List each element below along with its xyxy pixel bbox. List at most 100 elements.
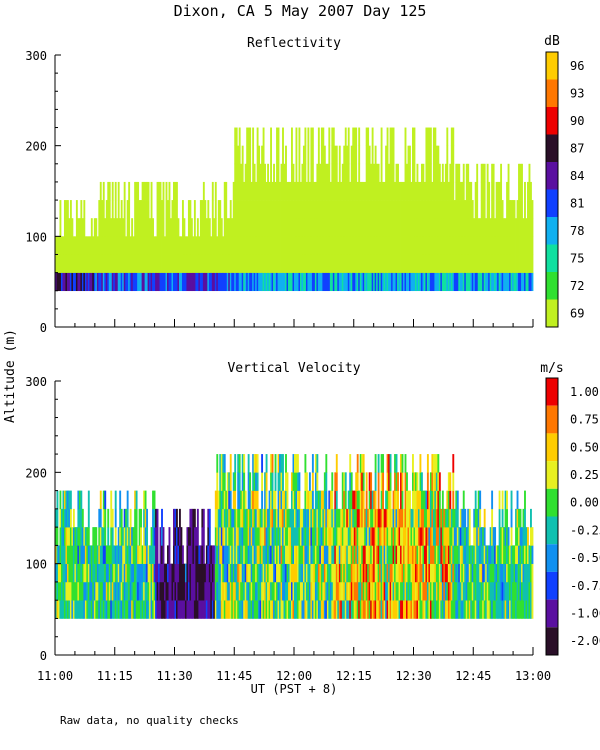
data-cell	[274, 545, 277, 564]
data-cell	[240, 545, 243, 564]
data-column	[525, 218, 528, 292]
data-cell	[84, 272, 87, 292]
data-cell	[450, 508, 453, 528]
data-cell	[435, 527, 438, 546]
data-cell	[458, 236, 461, 255]
data-cell	[84, 527, 87, 546]
data-cell	[147, 272, 150, 292]
data-cell	[400, 454, 402, 473]
data-cell	[111, 218, 114, 237]
data-cell	[294, 181, 296, 201]
data-cell	[232, 181, 235, 201]
data-column	[231, 218, 234, 292]
data-cell	[352, 254, 355, 273]
y-tick-label: 0	[40, 321, 47, 335]
data-cell	[325, 454, 328, 473]
data-cell	[234, 490, 237, 510]
data-cell	[482, 200, 485, 219]
data-column	[308, 472, 311, 619]
data-cell	[337, 600, 340, 619]
data-column	[57, 545, 60, 619]
data-cell	[69, 490, 72, 510]
data-cell	[205, 581, 208, 601]
data-cell	[252, 254, 255, 273]
data-cell	[480, 527, 483, 546]
data-cell	[146, 508, 149, 528]
data-column	[167, 545, 169, 619]
data-column	[352, 490, 355, 619]
data-cell	[183, 581, 186, 601]
data-cell	[98, 563, 101, 583]
data-column	[417, 181, 420, 292]
data-cell	[492, 563, 495, 583]
data-cell	[301, 254, 304, 273]
data-cell	[69, 600, 72, 619]
data-cell	[476, 563, 479, 583]
data-cell	[446, 581, 449, 601]
data-cell	[83, 254, 86, 273]
data-cell	[126, 218, 129, 237]
data-cell	[304, 563, 307, 583]
data-cell	[416, 272, 419, 292]
data-cell	[173, 181, 175, 201]
data-cell	[452, 472, 455, 491]
data-cell	[134, 272, 137, 292]
data-cell	[277, 181, 280, 201]
data-cell	[72, 581, 75, 601]
data-cell	[238, 472, 241, 491]
data-cell	[282, 508, 284, 528]
data-cell	[98, 236, 101, 255]
data-cell	[380, 454, 383, 473]
data-cell	[343, 181, 346, 201]
data-cell	[326, 218, 329, 237]
data-cell	[512, 254, 514, 273]
data-cell	[416, 236, 419, 255]
data-cell	[527, 181, 529, 201]
data-cell	[322, 200, 325, 219]
data-cell	[286, 200, 289, 219]
data-column	[392, 127, 395, 292]
data-cell	[358, 272, 361, 292]
data-cell	[268, 490, 271, 510]
data-cell	[474, 581, 477, 601]
data-column	[429, 127, 432, 292]
data-column	[192, 508, 195, 619]
data-cell	[129, 527, 132, 546]
data-cell	[377, 472, 380, 491]
data-column	[114, 490, 117, 619]
data-cell	[420, 545, 423, 564]
data-cell	[400, 581, 402, 601]
data-cell	[171, 236, 174, 255]
data-cell	[374, 145, 377, 165]
data-cell	[477, 527, 480, 546]
data-cell	[258, 200, 261, 219]
data-cell	[285, 254, 287, 273]
data-column	[63, 200, 66, 292]
data-cell	[201, 581, 204, 601]
data-column	[489, 527, 492, 619]
data-cell	[234, 454, 237, 473]
data-cell	[310, 163, 313, 183]
data-cell	[99, 545, 102, 564]
data-cell	[331, 145, 334, 165]
data-cell	[464, 272, 467, 292]
data-cell	[270, 145, 272, 165]
data-cell	[512, 545, 514, 564]
data-cell	[55, 527, 57, 546]
data-cell	[83, 563, 86, 583]
data-cell	[413, 181, 416, 201]
data-column	[175, 508, 178, 619]
data-cell	[304, 454, 307, 473]
data-cell	[328, 127, 331, 146]
data-cell	[208, 581, 211, 601]
data-cell	[482, 563, 485, 583]
data-cell	[431, 454, 434, 473]
data-cell	[285, 218, 287, 237]
data-cell	[99, 490, 102, 510]
data-column	[458, 527, 461, 619]
data-column	[367, 127, 370, 292]
data-cell	[491, 508, 494, 528]
data-cell	[458, 581, 461, 601]
data-column	[320, 127, 323, 292]
data-cell	[238, 181, 241, 201]
